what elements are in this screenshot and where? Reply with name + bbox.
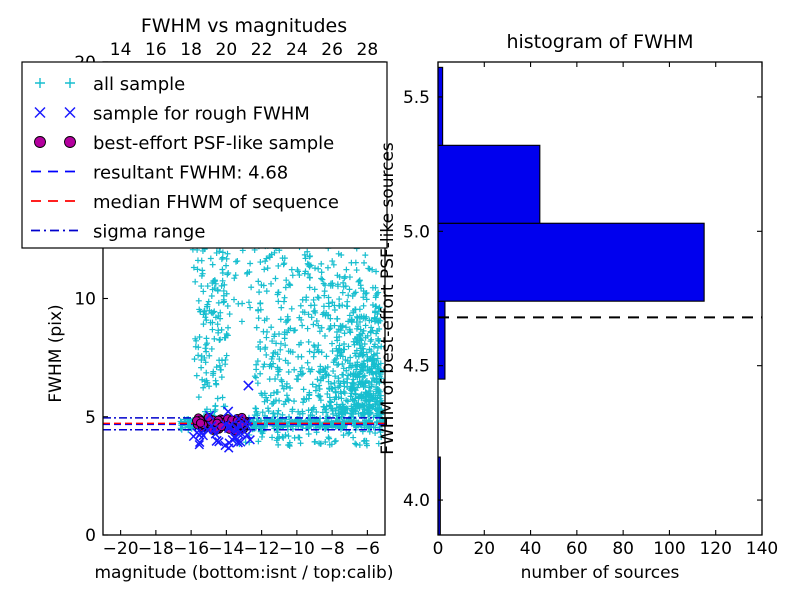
histogram-title: histogram of FWHM: [506, 31, 693, 53]
x-tick-label: −16: [173, 539, 209, 559]
histogram-y-axis: 4.0 4.5 5.0 5.5 FWHM of best-effort PSF-like…: [378, 88, 762, 511]
hist-x-tick-label: 20: [473, 539, 495, 559]
legend-label: sigma range: [93, 222, 205, 243]
top-x-tick-label: 28: [357, 40, 379, 60]
legend-label: resultant FWHM: 4.68: [93, 163, 288, 184]
x-tick-label: −12: [244, 539, 280, 559]
histogram-bar[interactable]: [438, 300, 446, 380]
legend-item-circle-marker[interactable]: best-effort PSF-like sample: [34, 133, 335, 154]
series-sample-for-rough-fwhm: [188, 380, 255, 453]
x-tick-label: −8: [320, 539, 345, 559]
hist-x-tick-label: 60: [566, 539, 588, 559]
legend-label: all sample: [93, 74, 185, 95]
circle-marker: [64, 136, 76, 148]
legend-item-plus-marker[interactable]: all sample: [35, 74, 185, 95]
legend-item-dashed-line[interactable]: median FHWM of sequence: [31, 192, 339, 213]
histogram-bar[interactable]: [438, 456, 441, 535]
legend-item-dashdot-line[interactable]: sigma range: [31, 222, 205, 243]
legend-item-dashed-line[interactable]: resultant FWHM: 4.68: [31, 163, 288, 184]
x-tick-label: −10: [279, 539, 315, 559]
histogram-x-axis: 0 20 40 60 80 100 120 140 number of sources: [433, 62, 778, 583]
scatter-data-layer: [103, 62, 385, 453]
x-tick-label: −14: [208, 539, 244, 559]
hist-x-tick-label: 0: [433, 539, 444, 559]
hist-x-tick-label: 40: [520, 539, 542, 559]
histogram-axes-frame: [437, 61, 763, 536]
top-x-tick-label: 14: [110, 40, 132, 60]
hist-x-tick-label: 100: [653, 539, 685, 559]
hist-y-tick-label: 5.0: [403, 222, 430, 242]
scatter-top-axis: 14 16 18 20 22 24 26 28 FWHM vs magnitudes: [110, 15, 378, 67]
y-tick-label: 10: [74, 290, 96, 310]
hist-y-tick-label: 4.5: [403, 357, 430, 377]
legend-label: best-effort PSF-like sample: [93, 133, 334, 154]
x-tick-label: −6: [355, 539, 380, 559]
legend: all sample sample for rough FWHM best-effo…: [21, 31, 778, 583]
hist-x-tick-label: 140: [746, 539, 778, 559]
top-x-tick-label: 24: [286, 40, 308, 60]
legend-frame: [21, 61, 388, 249]
top-x-tick-label: 26: [321, 40, 343, 60]
histogram-bar[interactable]: [438, 66, 444, 146]
histogram-bars: [438, 66, 762, 535]
legend-label: sample for rough FWHM: [93, 104, 310, 125]
histogram-ylabel: FWHM of best-effort PSF-like sources: [378, 142, 398, 455]
top-x-tick-label: 22: [251, 40, 273, 60]
y-tick-label: 5: [85, 408, 96, 428]
hist-x-tick-label: 120: [699, 539, 731, 559]
scatter-ylabel: FWHM (pix): [46, 304, 66, 402]
circle-marker: [34, 136, 46, 148]
legend-item-cross-marker[interactable]: sample for rough FWHM: [34, 104, 310, 125]
y-tick-label: 0: [85, 526, 96, 546]
top-x-tick-label: 20: [216, 40, 238, 60]
x-tick-label: −20: [103, 539, 139, 559]
reference-lines: [103, 417, 385, 431]
top-x-tick-label: 16: [145, 40, 167, 60]
legend-label: median FHWM of sequence: [93, 192, 339, 213]
scatter-title: FWHM vs magnitudes: [141, 15, 347, 37]
x-tick-label: −18: [138, 539, 174, 559]
histogram-xlabel: number of sources: [521, 563, 680, 583]
scatter-panel: −20 −18 −16 −14 −12 −10 −8 −6 magnitude (bottom:…: [21, 15, 778, 583]
histogram-bar[interactable]: [438, 144, 541, 224]
histogram-bar[interactable]: [438, 222, 705, 302]
hist-y-tick-label: 5.5: [403, 88, 430, 108]
top-x-tick-label: 18: [180, 40, 202, 60]
hist-x-tick-label: 80: [612, 539, 634, 559]
scatter-bottom-axis: −20 −18 −16 −14 −12 −10 −8 −6 magnitude (bottom:…: [95, 530, 394, 583]
hist-y-tick-label: 4.0: [403, 491, 430, 511]
scatter-xlabel: magnitude (bottom:isnt / top:calib): [95, 563, 394, 583]
